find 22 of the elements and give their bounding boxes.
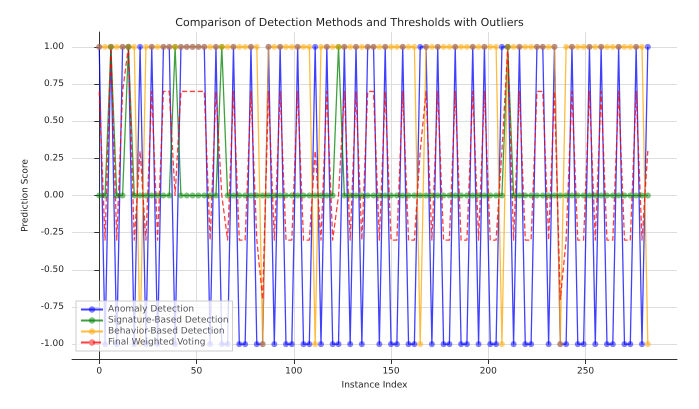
x-tick-label: 200 [480, 366, 498, 376]
y-tick-label: 0.25 [44, 153, 64, 164]
x-axis-title: Instance Index [342, 380, 408, 390]
legend-label: Final Weighted Voting [108, 338, 206, 348]
y-tick-label: -1.00 [40, 339, 64, 350]
legend-label: Anomaly Detection [108, 304, 194, 314]
x-tick-label: 0 [96, 366, 102, 376]
x-tick-label: 150 [382, 366, 400, 376]
y-tick-label: 0.00 [44, 190, 64, 200]
y-axis-title: Prediction Score [20, 158, 30, 232]
y-tick-label: -0.50 [40, 264, 64, 275]
y-tick-label: 0.75 [44, 79, 64, 90]
y-tick-label: 1.00 [44, 42, 64, 52]
y-tick-label: 0.50 [44, 116, 64, 126]
x-tick-label: 50 [190, 366, 202, 376]
x-tick-label: 100 [285, 366, 303, 376]
legend-label: Behavior-Based Detection [108, 326, 225, 336]
y-tick-label: -0.75 [40, 302, 64, 312]
chart-title: Comparison of Detection Methods and Thresholds with Outliers [175, 16, 524, 29]
x-tick-label: 250 [576, 366, 594, 376]
legend-label: Signature-Based Detection [108, 316, 229, 326]
y-tick-label: -0.25 [40, 228, 64, 238]
